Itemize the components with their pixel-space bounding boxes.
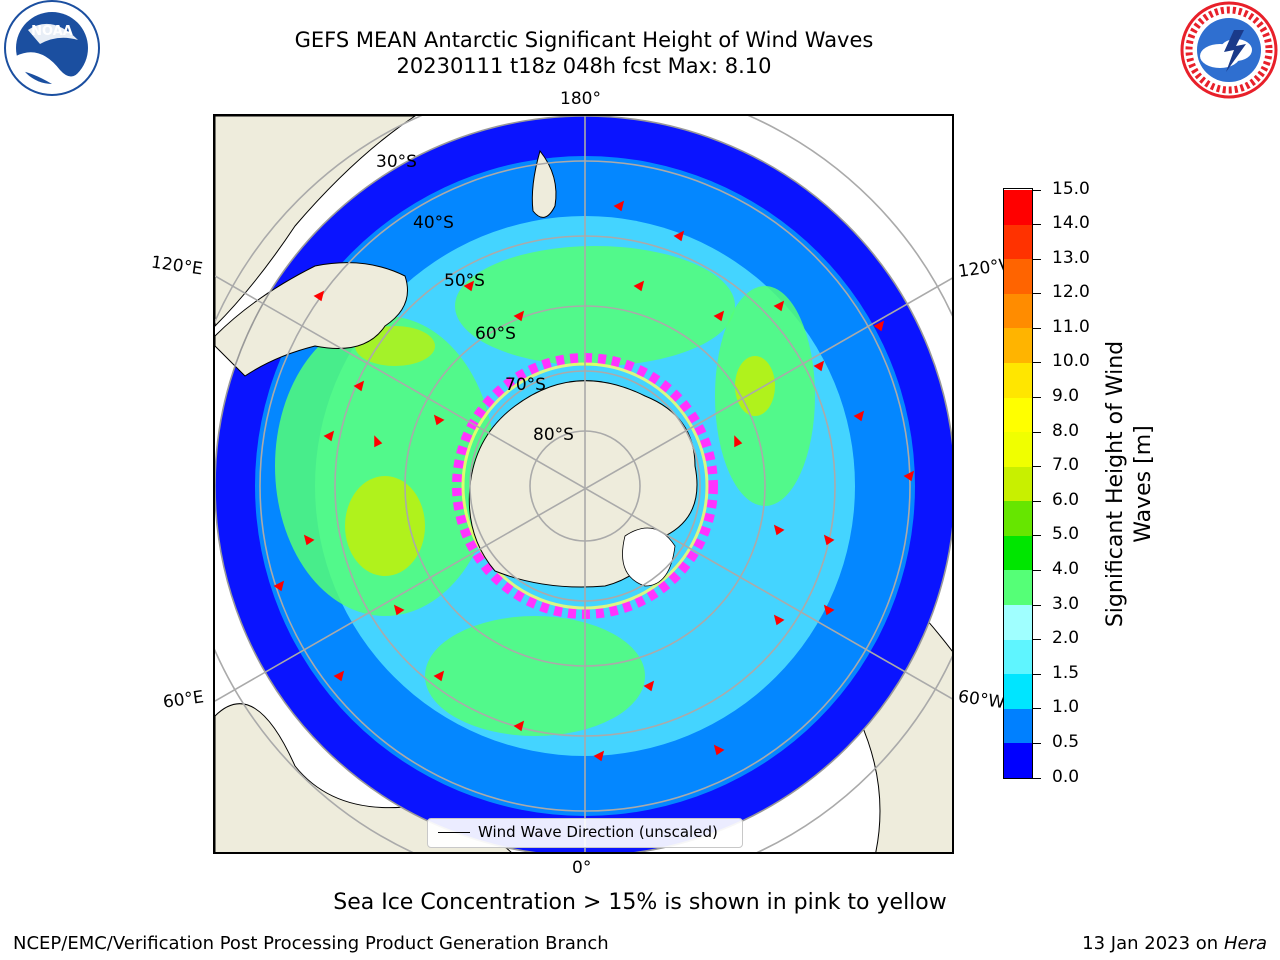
colorbar-tick (1033, 224, 1041, 226)
colorbar-segment (1004, 397, 1032, 433)
colorbar-segment (1004, 742, 1032, 778)
colorbar-tick (1033, 535, 1041, 537)
colorbar-segment (1004, 224, 1032, 260)
colorbar-segment (1004, 500, 1032, 536)
colorbar-segment (1004, 639, 1032, 675)
colorbar-tick-label: 5.0 (1052, 524, 1080, 545)
colorbar (1003, 188, 1033, 779)
colorbar-segment (1004, 708, 1032, 744)
colorbar-segment (1004, 362, 1032, 398)
land-australia (215, 262, 408, 377)
colorbar-tick-label: 14.0 (1052, 213, 1090, 234)
colorbar-tick-label: 8.0 (1052, 420, 1080, 441)
lon-label-180: 180° (560, 89, 601, 109)
colorbar-tick (1033, 466, 1041, 468)
map-legend: Wind Wave Direction (unscaled) (427, 818, 743, 848)
colorbar-tick-label: 12.0 (1052, 282, 1090, 303)
colorbar-tick-label: 13.0 (1052, 247, 1090, 268)
run-date: 13 Jan 2023 on Hera (1082, 933, 1267, 954)
map-subtitle: 20230111 t18z 048h fcst Max: 8.10 (396, 54, 772, 78)
colorbar-tick (1033, 327, 1041, 329)
colorbar-tick (1033, 639, 1041, 641)
colorbar-segment (1004, 431, 1032, 467)
colorbar-tick-label: 0.5 (1052, 731, 1080, 752)
colorbar-tick (1033, 742, 1041, 744)
lon-label-60w: 60°W (956, 686, 1007, 714)
colorbar-segment (1004, 327, 1032, 363)
lon-label-0: 0° (572, 858, 592, 878)
svg-text:NOAA: NOAA (31, 24, 73, 39)
credit-text: NCEP/EMC/Verification Post Processing Pr… (13, 933, 609, 954)
colorbar-title: Significant Height of Wind Waves [m] (1103, 340, 1156, 628)
colorbar-tick (1033, 673, 1041, 675)
nws-logo (1180, 1, 1278, 99)
colorbar-tick (1033, 362, 1041, 364)
colorbar-segment (1004, 535, 1032, 571)
machine-name: Hera (1223, 933, 1267, 954)
colorbar-tick-label: 6.0 (1052, 489, 1080, 510)
colorbar-tick (1033, 500, 1041, 502)
colorbar-tick-label: 3.0 (1052, 593, 1080, 614)
colorbar-tick (1033, 293, 1041, 295)
colorbar-segment (1004, 466, 1032, 502)
colorbar-tick-label: 15.0 (1052, 178, 1090, 199)
colorbar-segment (1004, 604, 1032, 640)
lat-label-60s: 60°S (475, 324, 516, 344)
colorbar-tick (1033, 189, 1041, 191)
colorbar-segment (1004, 673, 1032, 709)
colorbar-tick-label: 2.0 (1052, 628, 1080, 649)
colorbar-segment (1004, 293, 1032, 329)
colorbar-segment (1004, 189, 1032, 225)
colorbar-segment (1004, 569, 1032, 606)
colorbar-tick-label: 4.0 (1052, 558, 1080, 579)
colorbar-tick (1033, 431, 1041, 433)
colorbar-tick (1033, 258, 1041, 260)
colorbar-tick-label: 1.5 (1052, 662, 1080, 683)
lon-label-120e: 120°E (149, 252, 204, 280)
colorbar-tick (1033, 604, 1041, 606)
colorbar-tick-label: 1.0 (1052, 697, 1080, 718)
lat-label-40s: 40°S (413, 213, 454, 233)
colorbar-tick (1033, 777, 1041, 779)
polar-map (213, 114, 954, 854)
graticule (215, 116, 952, 852)
land-top-left (215, 116, 416, 327)
legend-label: Wind Wave Direction (unscaled) (478, 823, 718, 841)
wind-wave-arrows (273, 200, 915, 762)
map-title: GEFS MEAN Antarctic Significant Height o… (294, 28, 874, 52)
colorbar-tick (1033, 397, 1041, 399)
colorbar-tick-label: 9.0 (1052, 386, 1080, 407)
legend-line-swatch (438, 832, 470, 833)
colorbar-segment (1004, 258, 1032, 294)
colorbar-tick-label: 0.0 (1052, 766, 1080, 787)
lat-label-30s: 30°S (376, 152, 417, 172)
colorbar-tick-label: 11.0 (1052, 316, 1090, 337)
lat-label-50s: 50°S (444, 271, 485, 291)
polar-map-svg (215, 116, 952, 852)
lat-label-70s: 70°S (505, 375, 546, 395)
land-new-zealand (531, 149, 557, 218)
colorbar-tick-label: 10.0 (1052, 351, 1090, 372)
colorbar-tick (1033, 708, 1041, 710)
colorbar-tick-label: 7.0 (1052, 455, 1080, 476)
sea-ice-note: Sea Ice Concentration > 15% is shown in … (333, 890, 947, 915)
run-date-text: 13 Jan 2023 on (1082, 933, 1219, 954)
lat-label-80s: 80°S (533, 425, 574, 445)
noaa-logo: NOAA (4, 0, 100, 96)
lon-label-60e: 60°E (161, 687, 206, 713)
colorbar-tick (1033, 569, 1041, 571)
